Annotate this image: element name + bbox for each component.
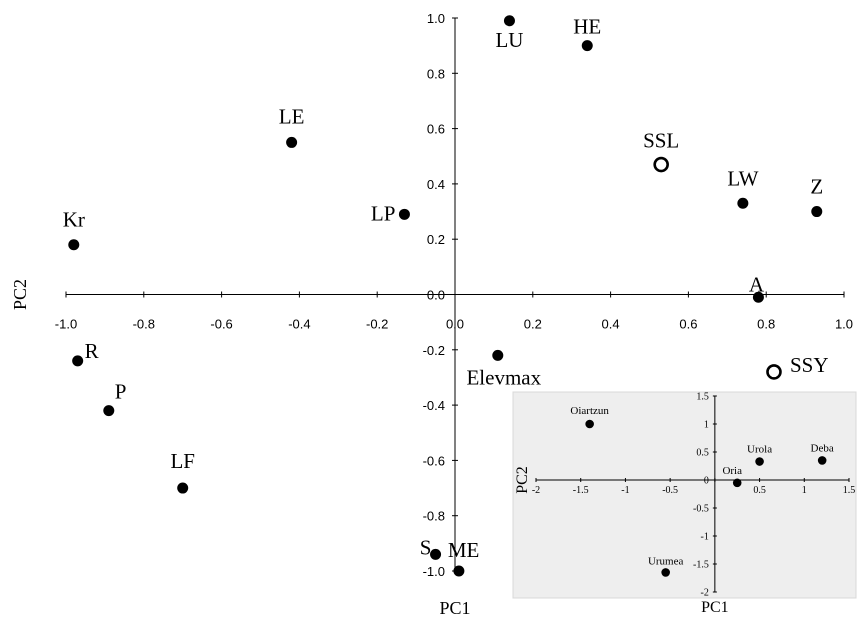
inset-point-deba (817, 456, 827, 465)
inset-point-label-deba: Deba (811, 442, 834, 454)
x-axis-title: PC1 (439, 598, 470, 618)
inset-x-tick-label: 1.5 (843, 485, 856, 496)
inset-x-tick-label: -1 (621, 485, 629, 496)
x-tick-label: 1.0 (835, 317, 853, 332)
point-kr (68, 239, 80, 251)
point-label-lf: LF (170, 449, 195, 473)
x-tick-label: 0.4 (602, 317, 620, 332)
point-r (72, 355, 84, 367)
x-tick-label: -0.2 (366, 317, 388, 332)
x-tick-label: -0.4 (288, 317, 310, 332)
point-lf (177, 482, 189, 494)
point-s (430, 548, 442, 560)
inset-y-tick-label: 1 (704, 420, 709, 431)
point-label-he: HE (573, 15, 601, 39)
inset-x-tick-label: -0.5 (662, 485, 678, 496)
point-lu (503, 15, 515, 27)
x-tick-label: 0.2 (524, 317, 542, 332)
point-label-r: R (85, 339, 99, 363)
inset-y-tick-label: -0.5 (693, 504, 709, 515)
inset-point-oria (732, 478, 742, 488)
y-tick-label: -0.2 (423, 343, 445, 358)
y-tick-label: -0.6 (423, 453, 445, 468)
point-label-le: LE (279, 104, 305, 128)
tick-marks: -1.0 -0.8 -0.6 -0.4 -0.2 0.0 0.2 0.4 0.6 0.8 1.0-1… (55, 11, 853, 579)
y-tick-label: 0.4 (427, 177, 445, 192)
inset-point-label-urola: Urola (747, 444, 772, 456)
x-tick-label: -1.0 (55, 317, 77, 332)
y-axis-title: PC2 (10, 279, 30, 310)
point-label-ssl: SSL (643, 129, 679, 153)
inset-x-tick-label: 0.5 (753, 485, 766, 496)
point-elevmax (492, 349, 504, 361)
inset-tick-marks: -2 -1.5 -1 -0.5 0.5 1 1.5 -2 -1.5 -1 -0.5 0 0.5 1 1.5 (532, 392, 855, 599)
inset-point-label-oiartzun: Oiartzun (570, 405, 609, 417)
inset-y-tick-label: -1.5 (693, 560, 709, 571)
x-tick-label: 0.6 (679, 317, 697, 332)
x-tick-label: -0.8 (133, 317, 155, 332)
inset-y-axis-title: PC2 (514, 466, 531, 494)
point-a (752, 291, 764, 303)
inset-plot: -2 -1.5 -1 -0.5 0.5 1 1.5-2-1.5-1-0.500.511.5 … (512, 391, 857, 616)
inset-y-tick-label: -2 (701, 588, 709, 599)
inset-x-tick-label: 1 (802, 485, 807, 496)
point-label-me: ME (448, 538, 480, 562)
point-le (286, 136, 298, 148)
x-tick-label: 0.8 (757, 317, 775, 332)
inset-x-tick-label: -2 (532, 485, 540, 496)
point-label-a: A (749, 272, 765, 296)
y-tick-label: 0.0 (427, 288, 445, 303)
y-tick-label: -1.0 (423, 564, 445, 579)
inset-x-tick-label: -1.5 (573, 485, 589, 496)
point-label-s: S (420, 535, 432, 559)
point-label-elevmax: Elevmax (466, 365, 541, 389)
inset-point-urumea (661, 568, 670, 577)
point-p (103, 405, 115, 417)
point-me (453, 565, 465, 577)
y-tick-label: 1.0 (427, 11, 445, 26)
point-ssy (766, 364, 782, 380)
point-label-p: P (115, 380, 127, 404)
inset-y-tick-label: 0 (704, 476, 709, 487)
inset-background (512, 391, 857, 599)
data-points: LU HE LE SSL LW Z LP Kr A Elevmax R SSY P LF S ME (63, 15, 829, 577)
y-tick-label: 0.6 (427, 122, 445, 137)
inset-point-oiartzun (585, 419, 594, 429)
main-plot: -1.0 -0.8 -0.6 -0.4 -0.2 0.0 0.2 0.4 0.6 0.8 1.0-1… (10, 11, 853, 618)
inset-y-tick-label: 1.5 (696, 392, 709, 403)
point-he (581, 40, 593, 52)
y-tick-label: -0.4 (423, 398, 445, 413)
point-label-ssy: SSY (790, 353, 829, 377)
point-lp (398, 208, 410, 220)
point-lw (737, 197, 749, 209)
y-tick-label: 0.2 (427, 232, 445, 247)
point-label-lp: LP (371, 201, 396, 225)
point-ssl (653, 156, 669, 173)
inset-y-tick-label: -1 (701, 532, 709, 543)
point-label-lu: LU (495, 28, 523, 52)
x-tick-label: -0.6 (210, 317, 232, 332)
inset-point-label-oria: Oria (722, 465, 742, 477)
y-tick-label: -0.8 (423, 509, 445, 524)
inset-x-axis-title: PC1 (701, 599, 729, 616)
y-tick-label: 0.8 (427, 66, 445, 81)
inset-point-urola (755, 457, 764, 466)
point-label-z: Z (810, 175, 823, 199)
inset-y-tick-label: 0.5 (696, 448, 709, 459)
inset-point-label-urumea: Urumea (648, 555, 684, 567)
x-tick-label: 0.0 (446, 317, 464, 332)
inset-data-points: Oiartzun Deba Urola Oria Urumea (570, 405, 834, 577)
point-label-kr: Kr (63, 208, 85, 232)
point-label-lw: LW (727, 166, 758, 190)
point-z (811, 206, 823, 218)
